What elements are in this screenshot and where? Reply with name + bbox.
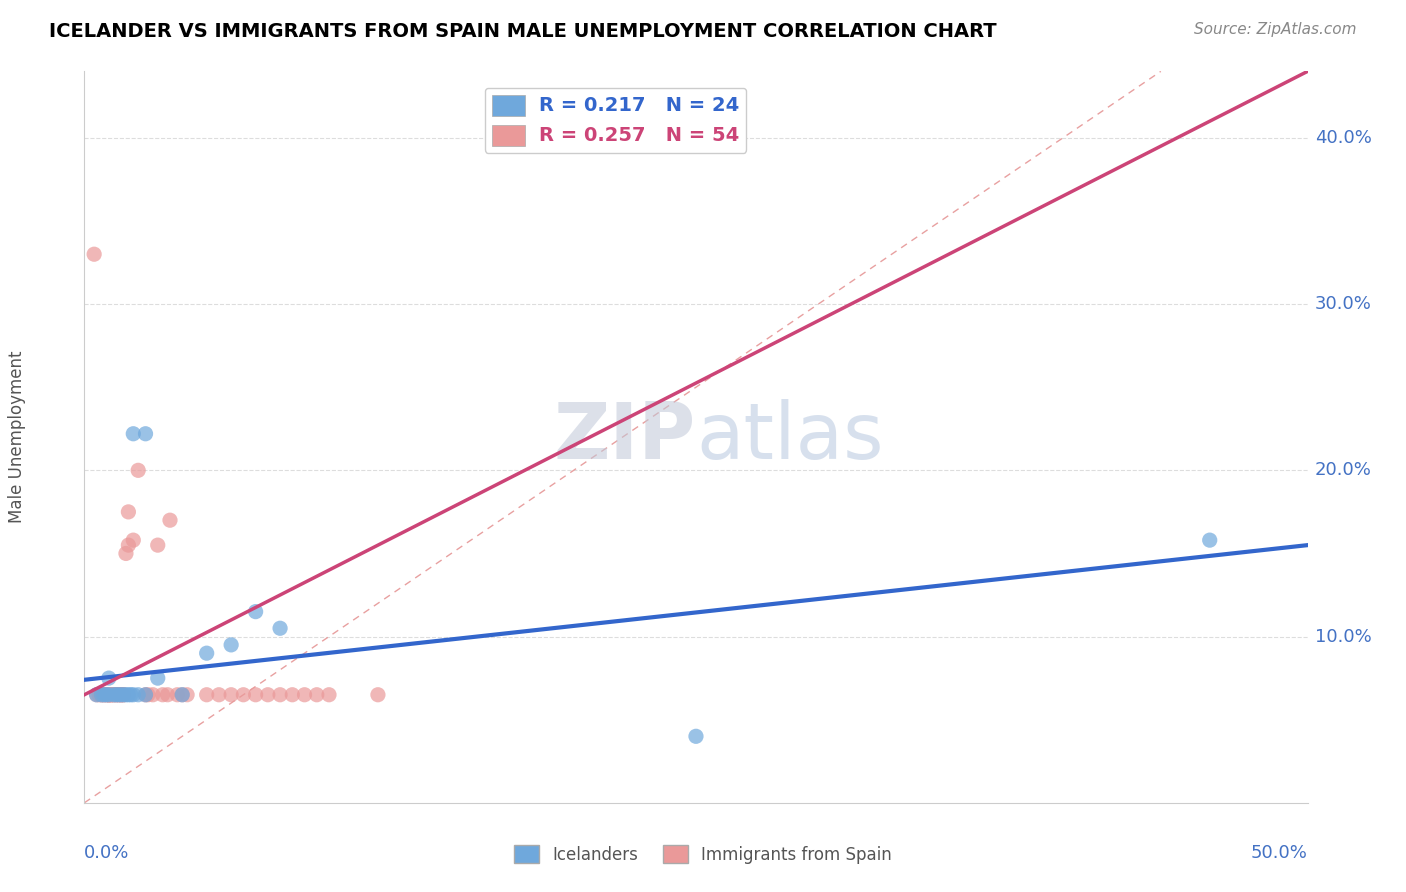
- Point: [105, 688, 128, 702]
- Point: [195, 646, 218, 660]
- Point: [685, 729, 707, 743]
- Text: 0.0%: 0.0%: [84, 845, 129, 863]
- Text: ZIP: ZIP: [554, 399, 696, 475]
- Text: 50.0%: 50.0%: [1251, 845, 1308, 863]
- Point: [107, 688, 129, 702]
- Point: [257, 688, 280, 702]
- Point: [90, 688, 112, 702]
- Point: [232, 688, 254, 702]
- Point: [100, 688, 122, 702]
- Point: [269, 688, 291, 702]
- Point: [120, 688, 142, 702]
- Point: [115, 688, 138, 702]
- Text: Source: ZipAtlas.com: Source: ZipAtlas.com: [1194, 22, 1357, 37]
- Point: [93, 688, 115, 702]
- Point: [112, 688, 135, 702]
- Point: [245, 688, 267, 702]
- Point: [172, 688, 194, 702]
- Point: [115, 546, 138, 560]
- Text: ICELANDER VS IMMIGRANTS FROM SPAIN MALE UNEMPLOYMENT CORRELATION CHART: ICELANDER VS IMMIGRANTS FROM SPAIN MALE …: [49, 22, 997, 41]
- Point: [245, 605, 267, 619]
- Point: [135, 426, 157, 441]
- Point: [294, 688, 316, 702]
- Point: [97, 688, 120, 702]
- Point: [107, 688, 129, 702]
- Point: [110, 688, 132, 702]
- Point: [97, 688, 120, 702]
- Point: [135, 688, 157, 702]
- Legend: R = 0.217   N = 24, R = 0.257   N = 54: R = 0.217 N = 24, R = 0.257 N = 54: [485, 87, 747, 153]
- Point: [97, 688, 120, 702]
- Point: [112, 688, 135, 702]
- Point: [156, 688, 179, 702]
- Point: [219, 638, 242, 652]
- Point: [110, 688, 132, 702]
- Point: [122, 426, 145, 441]
- Point: [136, 688, 159, 702]
- Point: [97, 671, 120, 685]
- Text: 30.0%: 30.0%: [1315, 295, 1372, 313]
- Point: [110, 688, 132, 702]
- Point: [105, 688, 128, 702]
- Point: [146, 671, 169, 685]
- Point: [86, 688, 108, 702]
- Point: [103, 688, 125, 702]
- Point: [122, 533, 145, 548]
- Point: [152, 688, 174, 702]
- Point: [172, 688, 194, 702]
- Text: 40.0%: 40.0%: [1315, 128, 1372, 147]
- Point: [83, 247, 105, 261]
- Point: [127, 688, 149, 702]
- Point: [93, 688, 115, 702]
- Point: [90, 688, 112, 702]
- Point: [117, 505, 139, 519]
- Text: Male Unemployment: Male Unemployment: [8, 351, 27, 524]
- Point: [107, 688, 129, 702]
- Point: [122, 688, 145, 702]
- Point: [305, 688, 328, 702]
- Point: [127, 463, 149, 477]
- Point: [105, 688, 128, 702]
- Point: [117, 688, 139, 702]
- Point: [367, 688, 389, 702]
- Point: [100, 688, 122, 702]
- Point: [112, 688, 135, 702]
- Point: [219, 688, 242, 702]
- Point: [100, 688, 122, 702]
- Legend: Icelanders, Immigrants from Spain: Icelanders, Immigrants from Spain: [508, 838, 898, 871]
- Point: [96, 688, 118, 702]
- Point: [97, 688, 120, 702]
- Point: [117, 538, 139, 552]
- Point: [176, 688, 198, 702]
- Point: [103, 688, 125, 702]
- Point: [269, 621, 291, 635]
- Point: [103, 688, 125, 702]
- Point: [318, 688, 340, 702]
- Point: [96, 688, 118, 702]
- Point: [195, 688, 218, 702]
- Point: [135, 688, 157, 702]
- Point: [96, 688, 118, 702]
- Text: 10.0%: 10.0%: [1315, 628, 1372, 646]
- Point: [110, 688, 132, 702]
- Text: atlas: atlas: [696, 399, 883, 475]
- Point: [281, 688, 304, 702]
- Point: [93, 688, 115, 702]
- Point: [159, 513, 181, 527]
- Point: [90, 688, 112, 702]
- Point: [97, 688, 120, 702]
- Point: [86, 688, 108, 702]
- Point: [142, 688, 165, 702]
- Point: [1198, 533, 1220, 548]
- Point: [146, 538, 169, 552]
- Point: [208, 688, 231, 702]
- Point: [87, 688, 110, 702]
- Text: 20.0%: 20.0%: [1315, 461, 1372, 479]
- Point: [166, 688, 188, 702]
